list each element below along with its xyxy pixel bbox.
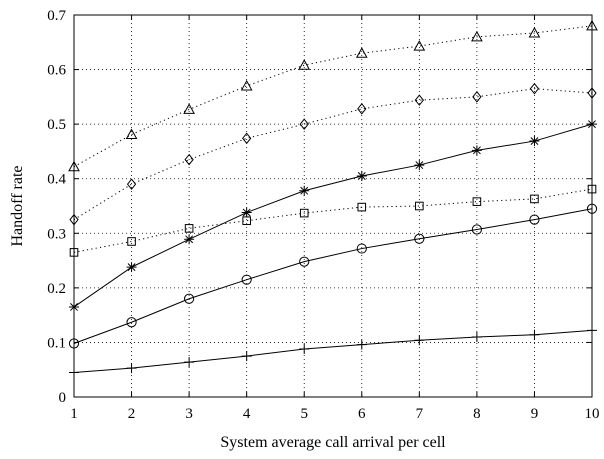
diamond-marker — [299, 118, 309, 130]
triangle-marker — [240, 79, 253, 91]
circle-marker — [299, 256, 310, 267]
square-marker — [587, 184, 597, 194]
square-marker — [242, 216, 251, 226]
plus-marker — [69, 367, 79, 378]
diamond-marker — [529, 82, 540, 95]
diamond-marker — [357, 103, 367, 115]
circle-marker — [471, 224, 482, 235]
plus-marker — [414, 335, 425, 346]
diamond-marker — [69, 213, 79, 226]
y-tick-label: 0.1 — [47, 335, 66, 351]
y-tick-label: 0 — [59, 390, 67, 406]
square-marker — [415, 201, 424, 211]
series-line-asterisk — [73, 123, 593, 308]
y-tick-label: 0.2 — [47, 281, 66, 297]
series-square — [69, 184, 597, 257]
diamond-marker — [587, 87, 597, 99]
y-tick-label: 0.5 — [47, 117, 66, 133]
axis-ticks — [73, 14, 593, 398]
y-axis-label: Handoff rate — [9, 166, 26, 247]
asterisk-marker — [587, 119, 597, 130]
x-tick-label: 5 — [300, 406, 308, 422]
x-tick-label: 6 — [358, 406, 366, 422]
tick-labels: 1 2 3 4 5 6 7 8 9 10 0 0.1 0.2 0.3 0.4 0.5 0.6 0.7 — [47, 8, 599, 422]
x-tick-label: 10 — [585, 406, 600, 422]
circle-marker — [184, 293, 195, 304]
plus-marker — [299, 343, 310, 354]
circle-marker — [241, 274, 252, 285]
triangle-marker — [68, 160, 80, 172]
diamond-marker — [126, 178, 137, 190]
square-marker — [184, 224, 194, 233]
square-marker — [472, 197, 482, 206]
grid-lines — [74, 15, 592, 397]
series-diamond — [69, 82, 597, 226]
plus-marker — [587, 325, 597, 336]
circle-marker — [586, 203, 598, 214]
asterisk-marker — [299, 185, 310, 196]
x-tick-label: 4 — [243, 406, 251, 422]
series-asterisk — [69, 119, 597, 312]
y-tick-label: 0.3 — [47, 226, 66, 242]
asterisk-marker — [414, 160, 425, 171]
plot-frame — [73, 14, 593, 398]
square-marker — [127, 237, 136, 246]
square-marker — [299, 208, 309, 218]
series-line-plus — [73, 329, 593, 373]
diamond-marker — [242, 132, 252, 145]
x-axis-label: System average call arrival per cell — [220, 434, 446, 451]
triangle-marker — [183, 103, 195, 114]
asterisk-marker — [529, 136, 540, 147]
triangle-marker — [125, 128, 138, 140]
asterisk-marker — [184, 234, 195, 245]
plus-marker — [241, 351, 252, 362]
square-marker — [530, 194, 539, 204]
series-group — [68, 19, 598, 378]
circle-marker — [414, 233, 425, 244]
x-tick-label: 2 — [128, 406, 136, 422]
series-circle — [68, 203, 598, 349]
asterisk-marker — [69, 301, 79, 312]
x-tick-label: 7 — [416, 406, 424, 422]
asterisk-marker — [241, 207, 252, 218]
plus-marker — [184, 357, 195, 368]
y-tick-label: 0.4 — [47, 172, 66, 188]
x-tick-label: 8 — [473, 406, 481, 422]
plus-marker — [126, 363, 137, 374]
circle-marker — [529, 214, 540, 225]
triangle-marker — [471, 30, 483, 42]
circle-marker — [126, 317, 137, 328]
series-line-circle — [73, 208, 593, 344]
series-line-square — [73, 188, 593, 253]
circle-marker — [68, 338, 80, 349]
plus-marker — [529, 329, 540, 340]
x-tick-label: 1 — [70, 406, 78, 422]
x-tick-label: 9 — [531, 406, 539, 422]
series-triangle — [68, 19, 598, 172]
circle-marker — [356, 243, 367, 254]
triangle-marker — [586, 19, 598, 31]
triangle-marker — [528, 26, 541, 38]
x-tick-label: 3 — [185, 406, 193, 422]
asterisk-marker — [126, 262, 137, 273]
square-marker — [357, 202, 367, 212]
y-tick-label: 0.7 — [47, 8, 66, 24]
plus-marker — [356, 339, 367, 350]
series-line-triangle — [73, 25, 593, 168]
asterisk-marker — [471, 145, 482, 156]
plus-marker — [471, 331, 482, 342]
y-tick-label: 0.6 — [47, 63, 66, 79]
triangle-marker — [355, 47, 368, 58]
diamond-marker — [472, 91, 482, 103]
triangle-marker — [298, 59, 311, 70]
diamond-marker — [414, 94, 424, 106]
series-plus — [69, 325, 597, 378]
diamond-marker — [184, 153, 194, 166]
series-line-diamond — [73, 88, 593, 221]
triangle-marker — [413, 40, 426, 51]
square-marker — [69, 248, 79, 257]
asterisk-marker — [356, 170, 367, 181]
